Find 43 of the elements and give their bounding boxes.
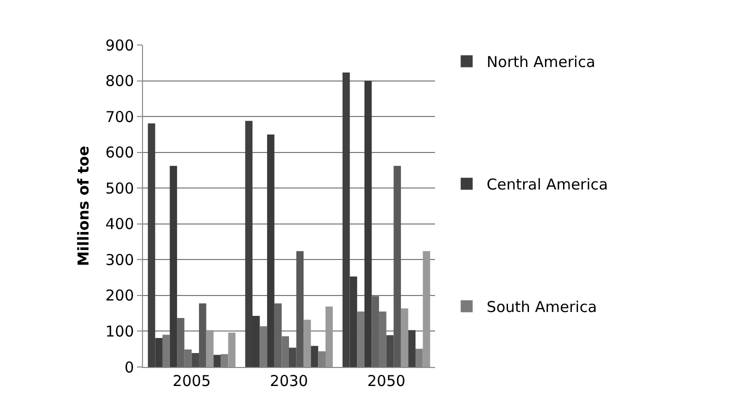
bar: [400, 308, 408, 367]
y-tick-label: 100: [105, 322, 134, 340]
bar: [206, 330, 214, 367]
bar: [310, 346, 318, 367]
bar: [214, 354, 221, 367]
y-tick-label: 700: [105, 108, 134, 126]
bar: [282, 336, 289, 367]
bar: [228, 332, 236, 367]
bar: [170, 166, 178, 367]
y-tick-label: 800: [105, 72, 134, 90]
bar: [177, 318, 184, 367]
bar: [289, 348, 296, 367]
bar: [162, 334, 170, 367]
y-tick-label: 300: [105, 250, 134, 269]
bar: [192, 353, 199, 367]
bar: [296, 251, 304, 367]
legend-label: Central America: [486, 176, 608, 194]
bar: [422, 251, 430, 367]
legend-label: North America: [486, 53, 596, 72]
bar: [260, 326, 268, 367]
legend-label: South America: [486, 298, 597, 316]
bar: [184, 349, 192, 367]
bar: [304, 320, 311, 367]
bar: [267, 134, 274, 367]
bar: [364, 80, 372, 367]
x-tick-label: 2005: [172, 372, 211, 390]
bar: [326, 306, 333, 367]
x-tick-label: 2050: [367, 372, 406, 390]
bar: [357, 312, 364, 367]
y-axis-title: Millions of toe: [74, 146, 93, 266]
bar: [372, 296, 380, 367]
bar: [274, 303, 282, 367]
x-tick-label: 2030: [270, 372, 308, 390]
y-tick-label: 400: [105, 215, 134, 234]
y-tick-label: 600: [105, 144, 134, 162]
y-tick-label: 500: [105, 179, 134, 198]
bar: [394, 166, 401, 367]
bar: [408, 330, 416, 367]
bar: [386, 335, 394, 367]
bar: [198, 303, 206, 367]
y-tick-label: 0: [124, 358, 134, 376]
y-tick-label: 200: [105, 286, 134, 305]
y-tick-label: 900: [105, 36, 134, 54]
